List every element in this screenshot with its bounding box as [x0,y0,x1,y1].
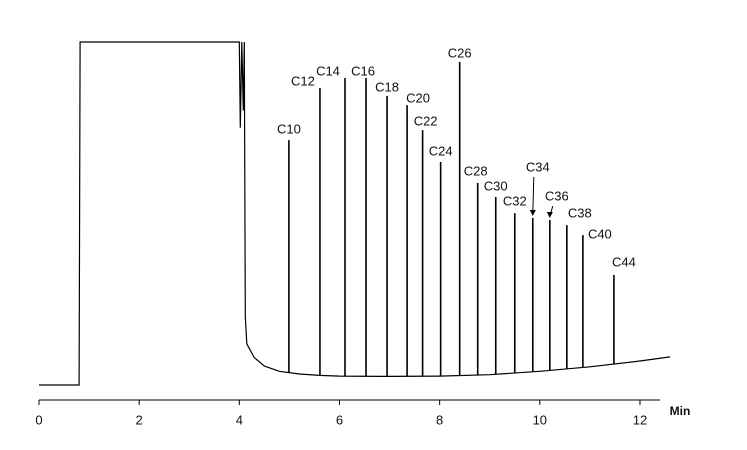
peak-label: C22 [414,114,438,129]
x-tick-label: 6 [336,412,343,427]
x-tick-label: 10 [533,412,547,427]
peak-label: C12 [291,73,315,88]
arrow-head [529,209,536,216]
arrow-head [546,212,553,219]
peak-label: C44 [612,254,636,269]
peak-label: C16 [351,63,375,78]
peak-label: C40 [588,227,612,242]
peak-label: C32 [503,194,527,209]
peak-label: C36 [545,188,569,203]
peak-label: C34 [526,159,550,174]
peak-label: C18 [375,79,399,94]
peak-label: C14 [316,63,340,78]
peak-label: C24 [429,143,453,158]
x-axis-label: Min [670,404,691,418]
trace [39,41,671,386]
x-tick-label: 2 [136,412,143,427]
x-tick-label: 12 [633,412,647,427]
peak-label: C28 [464,163,488,178]
peak-label: C30 [484,178,508,193]
peak-label: C20 [406,91,430,106]
x-tick-label: 8 [436,412,443,427]
peak-label: C38 [568,206,592,221]
x-tick-label: 4 [236,412,243,427]
x-tick-label: 0 [35,412,42,427]
arrow [532,176,535,214]
peak-label: C10 [277,122,301,137]
peak-label: C26 [448,45,472,60]
